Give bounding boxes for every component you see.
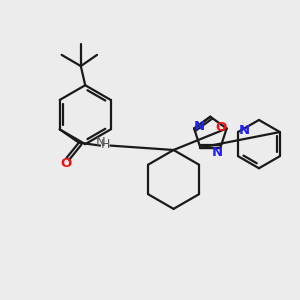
Text: N: N <box>194 120 205 133</box>
Text: N: N <box>238 124 250 137</box>
Text: N: N <box>211 146 222 159</box>
Text: O: O <box>60 157 71 170</box>
Text: O: O <box>216 121 227 134</box>
Text: H: H <box>101 138 110 151</box>
Text: N: N <box>96 136 106 149</box>
